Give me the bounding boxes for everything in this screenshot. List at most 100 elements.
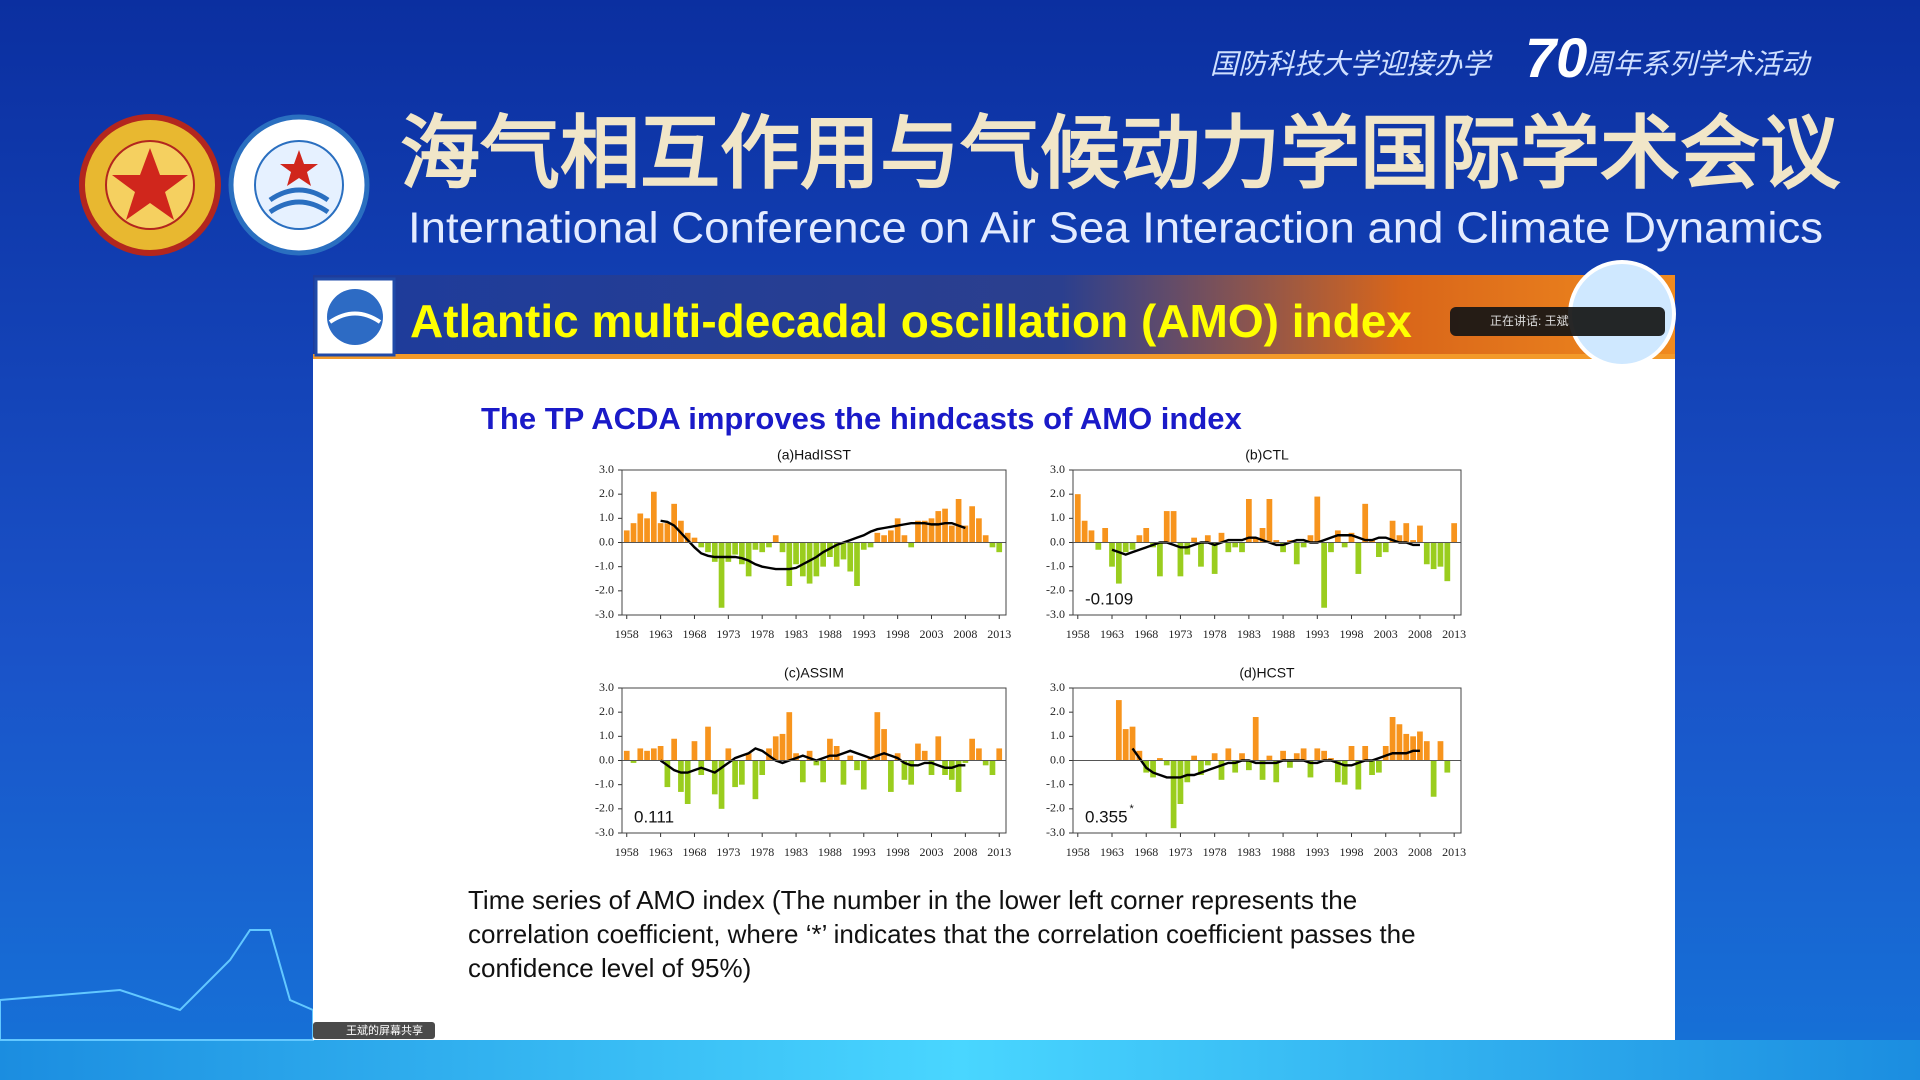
bar — [637, 513, 644, 543]
bar — [623, 530, 630, 543]
x-tick-label: 1963 — [649, 845, 673, 859]
x-tick-label: 1963 — [1100, 845, 1124, 859]
y-tick-label: -3.0 — [1046, 607, 1065, 621]
bar — [881, 729, 887, 761]
bar — [948, 525, 955, 543]
correlation-label: -0.109 — [1085, 589, 1133, 608]
x-tick-label: 1973 — [716, 627, 740, 641]
bar — [1225, 748, 1232, 761]
y-tick-label: -2.0 — [1046, 801, 1065, 815]
bar — [1273, 540, 1280, 543]
bar — [806, 750, 813, 761]
bar — [1437, 542, 1444, 567]
bar — [623, 750, 630, 761]
bar — [650, 748, 657, 761]
bar — [989, 760, 996, 775]
bar — [793, 542, 799, 565]
share-indicator — [313, 1022, 435, 1039]
bar — [671, 738, 677, 761]
x-tick-label: 1968 — [1134, 627, 1158, 641]
bar — [1252, 717, 1259, 761]
bar — [644, 518, 650, 543]
y-tick-label: -2.0 — [595, 801, 614, 815]
bar — [1307, 535, 1314, 543]
bar — [1239, 542, 1245, 553]
x-tick-label: 1973 — [1168, 627, 1192, 641]
bar — [1300, 542, 1307, 548]
banner-70: 70 — [1525, 26, 1587, 89]
bar — [1115, 700, 1122, 761]
bar — [881, 535, 887, 543]
bar — [847, 542, 854, 572]
bar — [1218, 760, 1225, 780]
bar — [684, 760, 691, 804]
x-tick-label: 1963 — [649, 627, 673, 641]
x-tick-label: 1968 — [682, 627, 706, 641]
bar — [1314, 496, 1321, 543]
bar — [996, 542, 1003, 553]
bar — [759, 760, 766, 775]
bar — [1444, 542, 1451, 582]
bar — [711, 542, 718, 562]
significance-mark: * — [1130, 803, 1135, 815]
bar — [732, 542, 738, 555]
bar — [1293, 542, 1300, 565]
y-tick-label: 0.0 — [599, 752, 614, 766]
y-tick-label: -3.0 — [1046, 825, 1065, 839]
bar — [894, 518, 901, 543]
bar — [766, 542, 772, 548]
bar — [779, 542, 786, 553]
bar — [1177, 760, 1184, 804]
bar — [1362, 503, 1369, 543]
y-tick-label: 2.0 — [1050, 704, 1065, 718]
lasg-logo-wave — [328, 311, 382, 324]
bar — [854, 760, 860, 771]
y-tick-label: -1.0 — [1046, 558, 1065, 572]
bar — [820, 760, 826, 783]
bar — [1341, 760, 1348, 785]
bar — [1136, 750, 1143, 761]
bar — [1136, 535, 1143, 543]
x-tick-label: 1983 — [784, 845, 808, 859]
bar — [1157, 758, 1163, 761]
bar — [1252, 537, 1259, 543]
slide-subtitle: The TP ACDA improves the hindcasts of AM… — [481, 401, 1243, 436]
bar — [1177, 542, 1184, 577]
bar — [928, 518, 935, 543]
x-tick-label: 2013 — [987, 627, 1011, 641]
x-tick-label: 2003 — [920, 845, 944, 859]
bar — [989, 542, 996, 548]
bar — [935, 736, 942, 761]
bar — [874, 532, 881, 543]
x-tick-label: 1958 — [1066, 627, 1090, 641]
bar — [718, 542, 725, 608]
bar — [813, 760, 820, 766]
x-tick-label: 1998 — [886, 627, 910, 641]
bar — [1129, 726, 1136, 761]
bar — [1170, 511, 1177, 543]
bar — [752, 542, 759, 550]
slide — [313, 275, 1675, 1040]
bar — [1163, 511, 1170, 543]
x-tick-label: 1998 — [1340, 845, 1364, 859]
bar — [976, 518, 982, 543]
bar — [1321, 750, 1328, 761]
y-tick-label: -3.0 — [595, 607, 614, 621]
bar — [867, 542, 874, 548]
bar — [1362, 746, 1369, 761]
bar — [1382, 542, 1389, 553]
bar — [745, 753, 752, 761]
x-tick-label: 1958 — [1066, 845, 1090, 859]
bar — [711, 760, 718, 795]
x-tick-label: 1978 — [750, 627, 774, 641]
bar — [908, 760, 915, 785]
bar — [1095, 542, 1102, 550]
bar — [813, 542, 820, 577]
y-tick-label: -3.0 — [595, 825, 614, 839]
bar — [1102, 528, 1109, 543]
bar — [772, 736, 779, 761]
bar — [1293, 753, 1300, 761]
bar — [901, 535, 908, 543]
